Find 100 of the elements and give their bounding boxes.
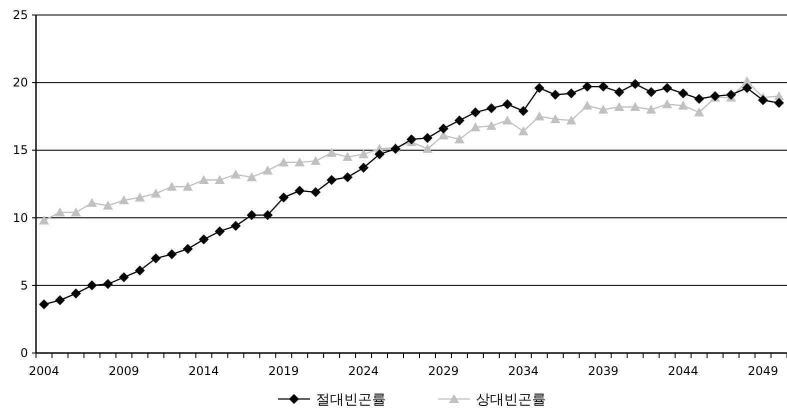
point — [326, 148, 337, 157]
point — [678, 88, 688, 98]
point — [38, 216, 49, 225]
point — [678, 100, 688, 110]
point — [534, 111, 544, 120]
point — [358, 162, 369, 173]
point — [630, 102, 640, 111]
point — [518, 126, 528, 136]
point — [566, 115, 576, 124]
point — [454, 115, 464, 126]
point — [310, 156, 321, 166]
point — [406, 134, 416, 144]
point — [198, 174, 209, 184]
point — [262, 165, 273, 174]
point — [166, 249, 177, 260]
point — [502, 99, 512, 110]
point — [278, 157, 289, 166]
point — [598, 104, 608, 114]
point — [742, 83, 752, 94]
point — [518, 106, 528, 116]
x-tick-label: 2019 — [268, 364, 299, 378]
point — [246, 172, 257, 182]
point — [86, 198, 97, 207]
point — [646, 104, 656, 114]
legend-label: 절대빈곤률 — [316, 392, 386, 408]
point — [294, 186, 305, 196]
point — [310, 187, 321, 198]
point — [342, 172, 353, 182]
point — [566, 88, 576, 98]
legend-label: 상대빈곤률 — [476, 392, 546, 408]
point — [614, 102, 624, 111]
x-tick-label: 2029 — [428, 364, 459, 378]
point — [118, 195, 129, 204]
point — [486, 103, 496, 114]
point — [182, 182, 193, 191]
point — [582, 100, 592, 110]
x-tick-label: 2004 — [28, 364, 60, 378]
point — [374, 149, 385, 160]
point — [454, 134, 464, 144]
y-tick-label: 0 — [20, 346, 28, 360]
y-tick-label: 10 — [12, 210, 28, 225]
point — [422, 144, 432, 153]
x-tick-label: 2024 — [348, 364, 379, 378]
point — [70, 288, 81, 299]
point — [358, 149, 369, 158]
point — [502, 115, 512, 124]
point — [150, 188, 161, 198]
point — [246, 210, 257, 220]
y-tick-label: 5 — [20, 278, 28, 292]
point — [70, 207, 81, 216]
x-tick-label: 2014 — [188, 364, 220, 378]
point — [278, 192, 289, 203]
x-tick-label: 2034 — [508, 364, 539, 378]
x-tick-label: 2039 — [588, 364, 619, 378]
point — [422, 133, 432, 144]
point — [390, 144, 401, 154]
point — [438, 124, 448, 134]
point — [102, 279, 113, 290]
point — [550, 114, 560, 124]
point — [550, 90, 560, 100]
point — [758, 95, 768, 106]
point — [774, 98, 784, 108]
x-tick-label: 2009 — [108, 364, 140, 378]
point — [662, 99, 672, 108]
point — [534, 83, 544, 94]
point — [294, 157, 305, 166]
point — [150, 253, 161, 264]
x-tick-label: 2049 — [748, 364, 778, 378]
point — [598, 82, 608, 92]
x-tick-label: 2044 — [668, 364, 698, 378]
point — [342, 152, 353, 161]
point — [54, 207, 65, 216]
point — [134, 192, 145, 202]
point — [630, 78, 640, 89]
point — [214, 174, 225, 184]
point — [182, 244, 193, 254]
y-tick-label: 20 — [12, 76, 28, 90]
point — [582, 82, 592, 92]
point — [614, 87, 624, 98]
point — [54, 295, 65, 306]
point — [198, 234, 209, 244]
point — [38, 299, 49, 310]
point — [262, 210, 273, 220]
point — [118, 272, 129, 282]
point — [662, 83, 672, 94]
point — [86, 280, 97, 290]
y-tick-label: 15 — [12, 143, 28, 158]
point — [230, 220, 241, 231]
point — [646, 87, 656, 98]
point — [486, 120, 496, 130]
point — [230, 170, 241, 179]
point — [166, 182, 177, 191]
point — [102, 200, 113, 210]
point — [694, 94, 704, 104]
point — [470, 122, 480, 132]
point — [694, 107, 704, 116]
point — [134, 266, 145, 276]
point — [214, 226, 225, 236]
point — [470, 107, 480, 118]
y-tick-label: 25 — [12, 8, 28, 22]
